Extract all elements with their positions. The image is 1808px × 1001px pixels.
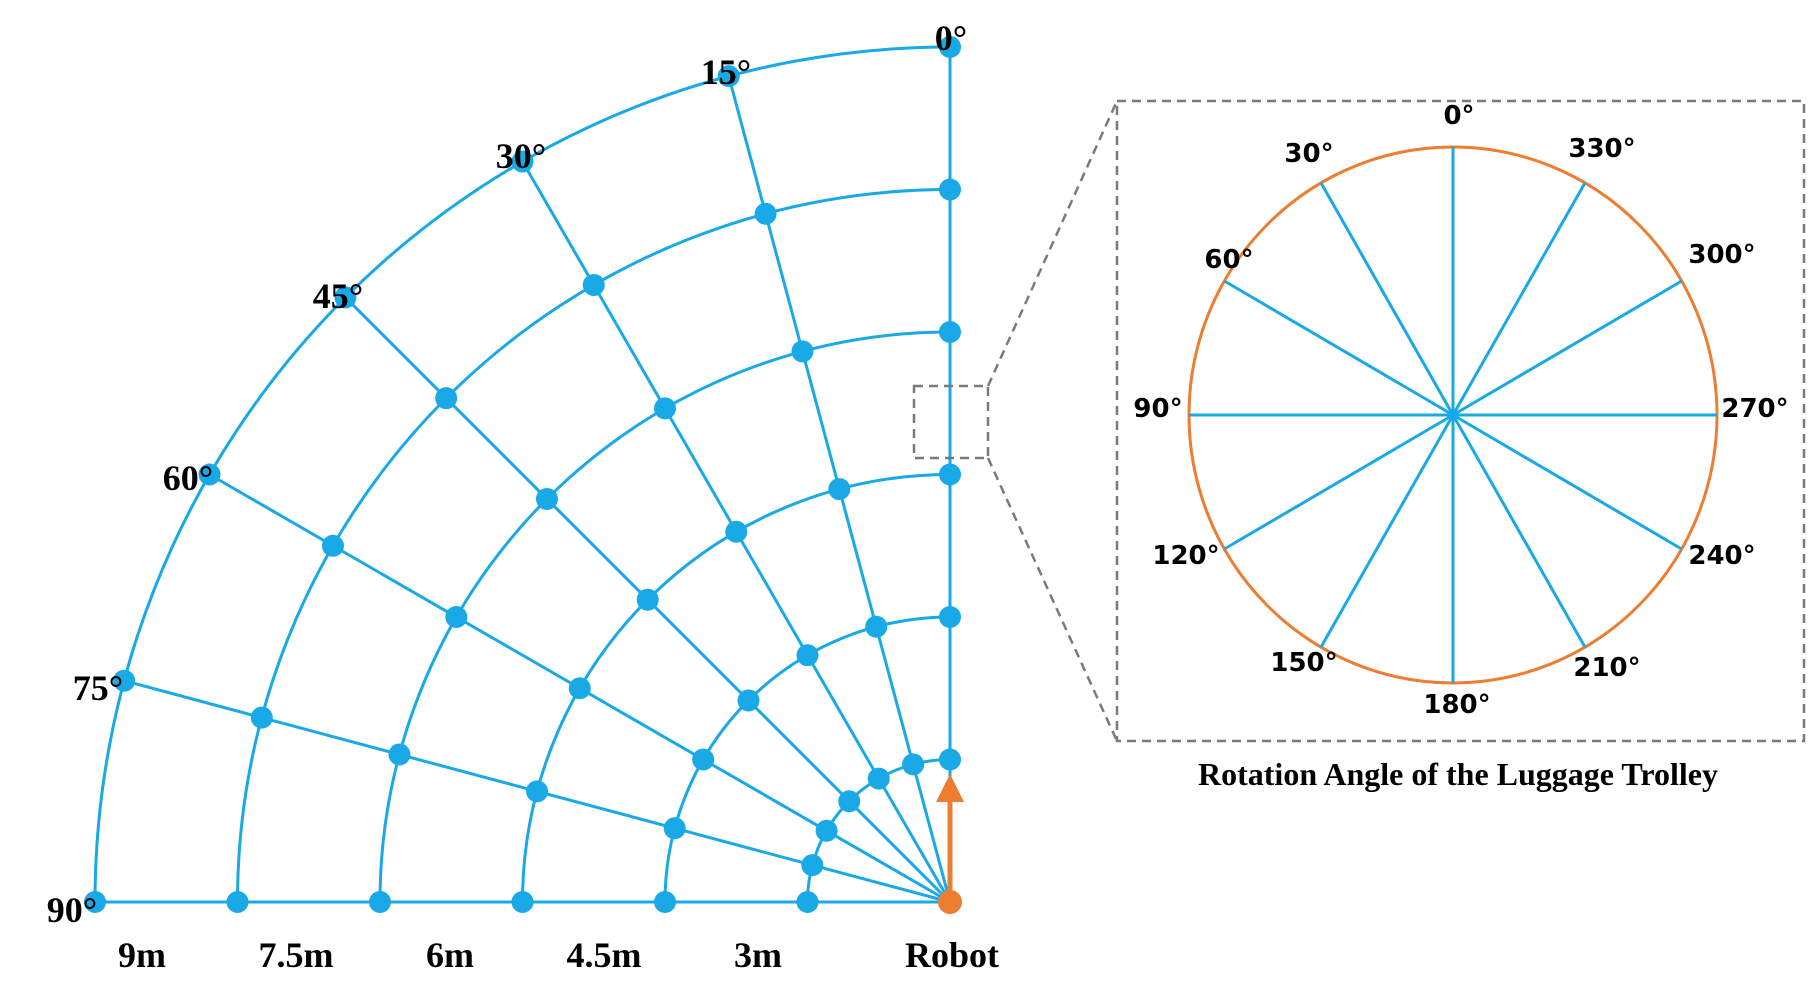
grid-node	[654, 397, 676, 420]
distance-label: 6m	[426, 935, 474, 975]
grid-node	[568, 677, 591, 700]
grid-node	[113, 669, 136, 692]
grid-node	[754, 202, 777, 225]
robot-marker	[938, 890, 962, 914]
grid-node	[867, 767, 890, 790]
dial-caption: Rotation Angle of the Luggage Trolley	[1198, 756, 1718, 792]
dial-angle-label: 270°	[1721, 394, 1788, 424]
grid-node	[838, 790, 861, 813]
grid-node	[939, 463, 961, 486]
dial-spoke	[1223, 279, 1454, 417]
grid-node	[84, 891, 106, 913]
grid-node	[725, 520, 748, 543]
dial-angle-label: 240°	[1688, 541, 1755, 571]
grid-node	[939, 321, 961, 343]
dial-spoke	[1223, 413, 1454, 551]
angle-label: 90°	[47, 890, 97, 930]
grid-node	[369, 891, 391, 913]
grid-node	[526, 780, 549, 803]
grid-node	[334, 286, 357, 309]
grid-node	[939, 748, 961, 771]
grid-node	[796, 644, 819, 667]
zoom-detail-box	[1115, 99, 1806, 743]
grid-node	[511, 150, 534, 173]
dial-angle-label: 60°	[1204, 245, 1253, 275]
distance-label: 9m	[118, 935, 166, 975]
dial-spoke	[1451, 182, 1587, 416]
robot-heading-arrowhead	[936, 774, 964, 802]
robot-label: Robot	[905, 935, 999, 975]
zoom-connector-bottom	[986, 457, 1119, 742]
polar-grid	[84, 36, 961, 913]
dial-spoke	[1319, 414, 1455, 648]
zoom-connector-top	[986, 100, 1119, 387]
grid-node	[250, 706, 273, 729]
angle-label: 45°	[313, 276, 363, 316]
dial-spoke	[1452, 413, 1683, 551]
angle-label: 75°	[73, 668, 123, 708]
grid-node	[535, 487, 558, 510]
dial-spoke	[1452, 279, 1683, 417]
grid-node	[582, 273, 605, 296]
dial-angle-label: 120°	[1152, 541, 1219, 571]
grid-node	[511, 891, 534, 913]
dial-angle-label: 30°	[1284, 139, 1333, 169]
dial-angle-label: 150°	[1270, 648, 1337, 678]
grid-node	[815, 819, 838, 842]
zoom-source-box	[912, 384, 990, 460]
dial-spoke	[1451, 414, 1587, 648]
distance-label: 7.5m	[259, 935, 334, 975]
grid-node	[226, 891, 249, 913]
grid-node	[636, 588, 659, 611]
grid-node	[692, 748, 715, 771]
angle-label: 0°	[935, 18, 967, 58]
dial-spoke	[1319, 182, 1455, 416]
grid-node	[939, 36, 961, 58]
angle-label: 60°	[163, 458, 213, 498]
dial-angle-label: 180°	[1423, 690, 1490, 720]
grid-node	[663, 817, 686, 840]
grid-labels: 0° 15° 30° 45° 60° 75° 90° 3m 4.5m 6m 7.5m 9m Robot	[47, 18, 999, 975]
dial-angle-label: 90°	[1133, 394, 1182, 424]
dial-angle-label: 330°	[1568, 134, 1635, 164]
grid-node	[445, 606, 468, 628]
zoom-callout	[912, 99, 1806, 743]
grid-node	[939, 178, 961, 201]
grid-node	[321, 534, 344, 557]
grid-node	[791, 340, 814, 363]
angle-label: 30°	[496, 136, 546, 176]
distance-label: 3m	[734, 935, 782, 975]
distance-label: 4.5m	[567, 935, 642, 975]
grid-node	[654, 891, 676, 913]
grid-node	[198, 463, 221, 486]
grid-node	[939, 606, 961, 628]
dial-angle-label: 0°	[1443, 101, 1474, 131]
rotation-dial: 0° 30° 60° 90° 120° 150° 180° 210° 240° 270° 300° 3…	[1133, 101, 1788, 720]
grid-node	[865, 615, 888, 638]
dial-angle-label: 210°	[1573, 653, 1640, 683]
grid-node	[737, 689, 760, 712]
grid-node	[796, 891, 819, 913]
grid-node	[801, 854, 824, 877]
grid-node	[902, 753, 925, 776]
grid-node	[717, 65, 740, 88]
dial-angle-label: 300°	[1688, 240, 1755, 270]
robot	[936, 774, 964, 914]
grid-node	[388, 743, 411, 766]
grid-node	[828, 478, 851, 501]
angle-label: 15°	[701, 52, 751, 92]
grid-node	[435, 387, 458, 410]
